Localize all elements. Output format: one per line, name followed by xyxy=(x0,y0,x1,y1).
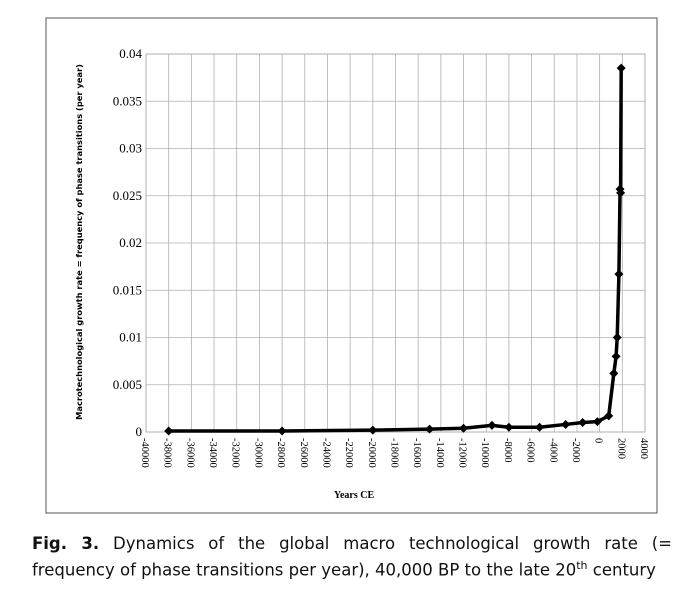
x-tick-label: -30000 xyxy=(252,438,263,468)
data-point xyxy=(612,333,622,342)
data-point xyxy=(578,418,588,428)
y-tick-label: 0 xyxy=(136,424,143,439)
data-point xyxy=(425,424,435,434)
x-tick-label: -20000 xyxy=(366,438,377,468)
data-point xyxy=(277,426,287,436)
x-tick-label: -40000 xyxy=(139,438,150,468)
frame xyxy=(45,17,658,514)
y-tick-label: 0.015 xyxy=(113,282,142,297)
y-tick-label: 0.02 xyxy=(119,235,142,250)
x-tick-label: -2000 xyxy=(570,438,581,463)
x-tick-label: -34000 xyxy=(207,438,218,468)
data-point xyxy=(368,425,378,435)
caption-label: Fig. 3. xyxy=(32,534,100,553)
x-tick-label: -10000 xyxy=(479,438,490,468)
x-tick-label: 2000 xyxy=(615,438,626,459)
data-point xyxy=(616,63,626,73)
x-tick-label: -36000 xyxy=(184,438,195,468)
x-tick-label: -24000 xyxy=(320,438,331,468)
x-tick-label: -18000 xyxy=(389,438,400,468)
data-point xyxy=(164,426,174,436)
y-axis-label: Macrotechnological growth rate = frequen… xyxy=(74,64,84,420)
x-tick-label: -14000 xyxy=(434,438,445,468)
caption-text: Dynamics of the global macro technologic… xyxy=(32,534,673,580)
y-tick-label: 0.035 xyxy=(113,93,142,108)
data-point xyxy=(561,419,571,429)
data-point xyxy=(535,422,545,432)
y-tick-label: 0.03 xyxy=(119,141,142,156)
x-tick-label: -28000 xyxy=(275,438,286,468)
caption-end: century xyxy=(587,560,656,580)
data-point xyxy=(614,269,624,279)
x-axis-label: Years CE xyxy=(334,490,375,501)
x-tick-label: 0 xyxy=(593,438,604,443)
y-tick-label: 0.01 xyxy=(119,330,142,345)
x-tick-label: -32000 xyxy=(230,438,241,468)
caption: Fig. 3. Dynamics of the global macro tec… xyxy=(32,533,672,582)
x-tick-label: -22000 xyxy=(343,438,354,468)
y-tick-label: 0.025 xyxy=(113,188,142,203)
data-point xyxy=(604,411,614,421)
data-point xyxy=(611,351,621,361)
x-tick-label: -6000 xyxy=(525,438,536,463)
x-tick-label: -38000 xyxy=(162,438,173,468)
data-point xyxy=(616,188,626,198)
y-tick-label: 0.005 xyxy=(113,377,142,392)
x-tick-label: -8000 xyxy=(502,438,513,463)
caption-sup: th xyxy=(576,559,588,572)
y-tick-label: 0.04 xyxy=(119,46,142,61)
x-tick-label: -12000 xyxy=(457,438,468,468)
chart: Years CE Macrotechnological growth rate … xyxy=(45,17,658,514)
data-point xyxy=(459,423,469,433)
data-point xyxy=(609,368,619,378)
x-tick-label: 4000 xyxy=(638,438,649,459)
data-point xyxy=(592,417,602,427)
x-tick-label: -4000 xyxy=(547,438,558,463)
data-point xyxy=(504,422,514,432)
x-tick-label: -26000 xyxy=(298,438,309,468)
data-point xyxy=(487,420,497,430)
x-tick-label: -16000 xyxy=(411,438,422,468)
